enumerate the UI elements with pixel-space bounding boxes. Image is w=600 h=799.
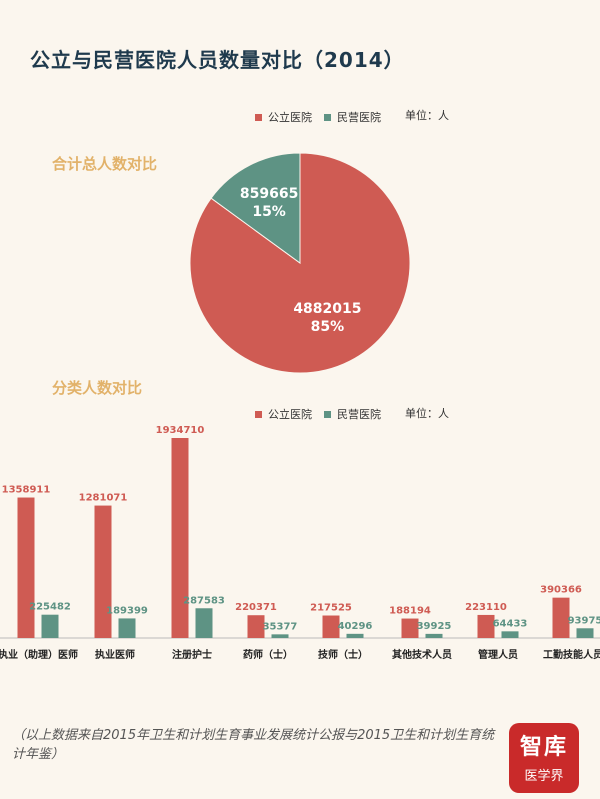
bar-value-label: 189399 bbox=[106, 605, 148, 616]
bar-private bbox=[576, 628, 594, 638]
pie-value-label: 859665 bbox=[240, 186, 298, 202]
bar-category-label: 工勤技能人员 bbox=[543, 648, 600, 661]
pie-chart: 4882015 85% 859665 15% bbox=[189, 152, 411, 374]
bar-value-label: 1281071 bbox=[79, 493, 128, 504]
legend-public-swatch bbox=[255, 113, 262, 121]
bar-category-label: 执业（助理）医师 bbox=[0, 648, 78, 661]
bar-legend-public-swatch bbox=[255, 410, 262, 418]
footnote: （以上数据来自2015年卫生和计划生育事业发展统计公报与2015卫生和计划生育统… bbox=[12, 728, 495, 762]
pie-value-label: 4882015 bbox=[293, 301, 361, 317]
bar-public bbox=[477, 614, 495, 638]
pie-legend: 公立医院 民营医院 bbox=[255, 109, 381, 125]
page-title: 公立与民营医院人员数量对比（2014） bbox=[30, 48, 405, 72]
bar-value-label: 40296 bbox=[338, 621, 373, 632]
bar-value-label: 93975 bbox=[568, 615, 600, 626]
bar-category-label: 管理人员 bbox=[478, 648, 518, 661]
bar-private bbox=[271, 634, 289, 638]
bar-value-label: 390366 bbox=[540, 585, 582, 596]
bar-value-label: 188194 bbox=[389, 606, 431, 617]
bar-chart: 1358911 225482 执业（助理）医师 1281071 189399 执业医师 19… bbox=[0, 425, 600, 661]
bar-legend: 公立医院 民营医院 bbox=[255, 406, 381, 422]
pie-unit: 单位：人 bbox=[405, 109, 449, 122]
bar-value-label: 217525 bbox=[310, 603, 352, 614]
bar-value-label: 225482 bbox=[29, 602, 71, 613]
legend-private-swatch bbox=[324, 113, 331, 121]
bar-private bbox=[346, 633, 364, 638]
bar-category-label: 执业医师 bbox=[95, 648, 135, 661]
bar-unit: 单位：人 bbox=[405, 407, 449, 420]
bar-category-label: 技师（士） bbox=[318, 648, 368, 661]
pie-percent-label: 85% bbox=[311, 319, 345, 335]
bar-value-label: 1934710 bbox=[156, 425, 205, 436]
bar-category-label: 药师（士） bbox=[243, 648, 293, 661]
bar-private bbox=[195, 608, 213, 638]
bar-legend-public-label: 公立医院 bbox=[268, 408, 312, 421]
pie-slice-private bbox=[210, 152, 301, 264]
bar-public bbox=[322, 615, 340, 638]
bar-private bbox=[41, 614, 59, 638]
bar-legend-private-label: 民营医院 bbox=[337, 408, 381, 421]
bar-value-label: 35377 bbox=[263, 621, 298, 632]
brand-logo: 智库 医学界 bbox=[509, 723, 579, 793]
bar-value-label: 287583 bbox=[183, 595, 225, 606]
pie-percent-label: 15% bbox=[252, 204, 286, 220]
bar-private bbox=[501, 631, 519, 638]
bar-value-label: 39925 bbox=[417, 621, 452, 632]
bar-private bbox=[118, 618, 136, 638]
bar-value-label: 220371 bbox=[235, 602, 277, 613]
legend-public-label: 公立医院 bbox=[268, 111, 312, 124]
logo-line2: 医学界 bbox=[524, 769, 564, 784]
bar-public bbox=[94, 505, 112, 638]
bar-category-label: 注册护士 bbox=[172, 648, 212, 661]
legend-private-label: 民营医院 bbox=[337, 111, 381, 124]
bar-value-label: 1358911 bbox=[2, 485, 51, 496]
bar-value-label: 223110 bbox=[465, 602, 507, 613]
bar-category-label: 其他技术人员 bbox=[392, 648, 452, 661]
bar-public bbox=[552, 597, 570, 638]
bar-legend-private-swatch bbox=[324, 410, 331, 418]
bar-public bbox=[171, 438, 189, 638]
logo-line1: 智库 bbox=[519, 735, 568, 760]
pie-section-title: 合计总人数对比 bbox=[52, 155, 158, 173]
bar-public bbox=[401, 618, 419, 638]
bar-section-title: 分类人数对比 bbox=[52, 379, 143, 397]
bar-public bbox=[247, 615, 265, 638]
bar-public bbox=[17, 497, 35, 638]
bar-private bbox=[425, 633, 443, 638]
bar-value-label: 64433 bbox=[493, 618, 528, 629]
